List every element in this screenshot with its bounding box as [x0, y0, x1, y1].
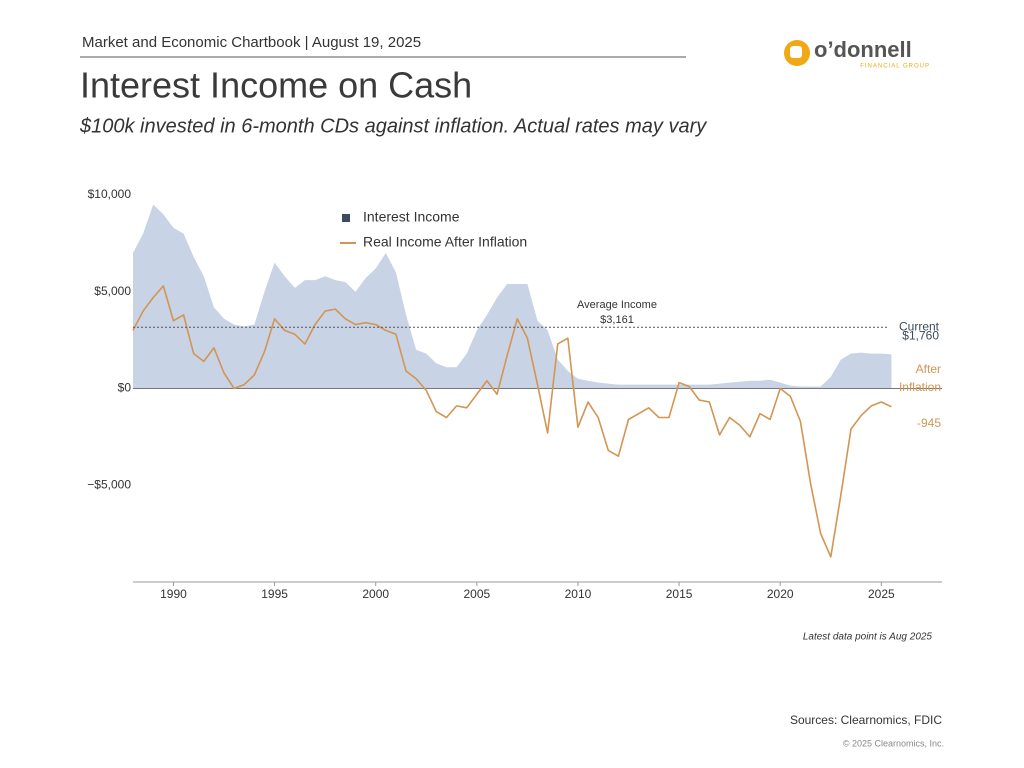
current-label: Current: [899, 319, 940, 333]
x-tick-label: 2010: [565, 587, 592, 601]
y-tick-label: $0: [118, 381, 132, 395]
legend-label: Interest Income: [363, 209, 460, 225]
legend-swatch: [342, 214, 350, 222]
after-inflation-label: Inflation: [899, 380, 941, 394]
x-tick-label: 1990: [160, 587, 187, 601]
y-tick-label: $10,000: [88, 187, 132, 201]
after-inflation-value: -945: [917, 416, 941, 430]
y-tick-label: $5,000: [94, 284, 131, 298]
chart-title: Interest Income on Cash: [80, 65, 472, 106]
x-tick-label: 2015: [666, 587, 693, 601]
y-tick-label: −$5,000: [87, 477, 131, 491]
average-label: Average Income: [577, 299, 657, 311]
chartbook-header: Market and Economic Chartbook | August 1…: [82, 34, 421, 51]
x-tick-label: 2000: [362, 587, 389, 601]
x-tick-label: 1995: [261, 587, 288, 601]
logo-name: o’donnell: [814, 37, 912, 62]
copyright: © 2025 Clearnomics, Inc.: [843, 738, 944, 748]
area: [133, 204, 892, 389]
after-inflation-label: After: [916, 362, 941, 376]
logo-sub: FINANCIAL GROUP: [860, 64, 930, 70]
chart-subtitle: $100k invested in 6-month CDs against in…: [79, 115, 707, 137]
average-value: $3,161: [600, 314, 634, 326]
x-tick-label: 2025: [868, 587, 895, 601]
data-note: Latest data point is Aug 2025: [803, 632, 933, 643]
legend-label: Real Income After Inflation: [363, 234, 527, 250]
sources: Sources: Clearnomics, FDIC: [790, 713, 942, 727]
x-tick-label: 2005: [463, 587, 490, 601]
current-value: $1,760: [902, 329, 939, 343]
x-tick-label: 2020: [767, 587, 794, 601]
line: [132, 285, 892, 558]
logo-icon-inner: [790, 46, 802, 58]
